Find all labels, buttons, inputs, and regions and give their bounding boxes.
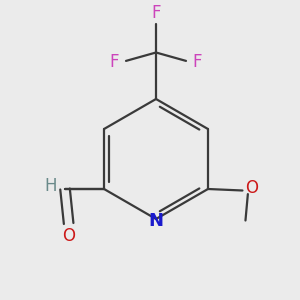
Text: O: O xyxy=(245,179,258,197)
Text: F: F xyxy=(110,53,119,71)
Text: F: F xyxy=(151,4,161,22)
Text: F: F xyxy=(193,53,202,71)
Text: O: O xyxy=(62,227,75,245)
Text: H: H xyxy=(44,177,57,195)
Text: N: N xyxy=(148,212,164,230)
